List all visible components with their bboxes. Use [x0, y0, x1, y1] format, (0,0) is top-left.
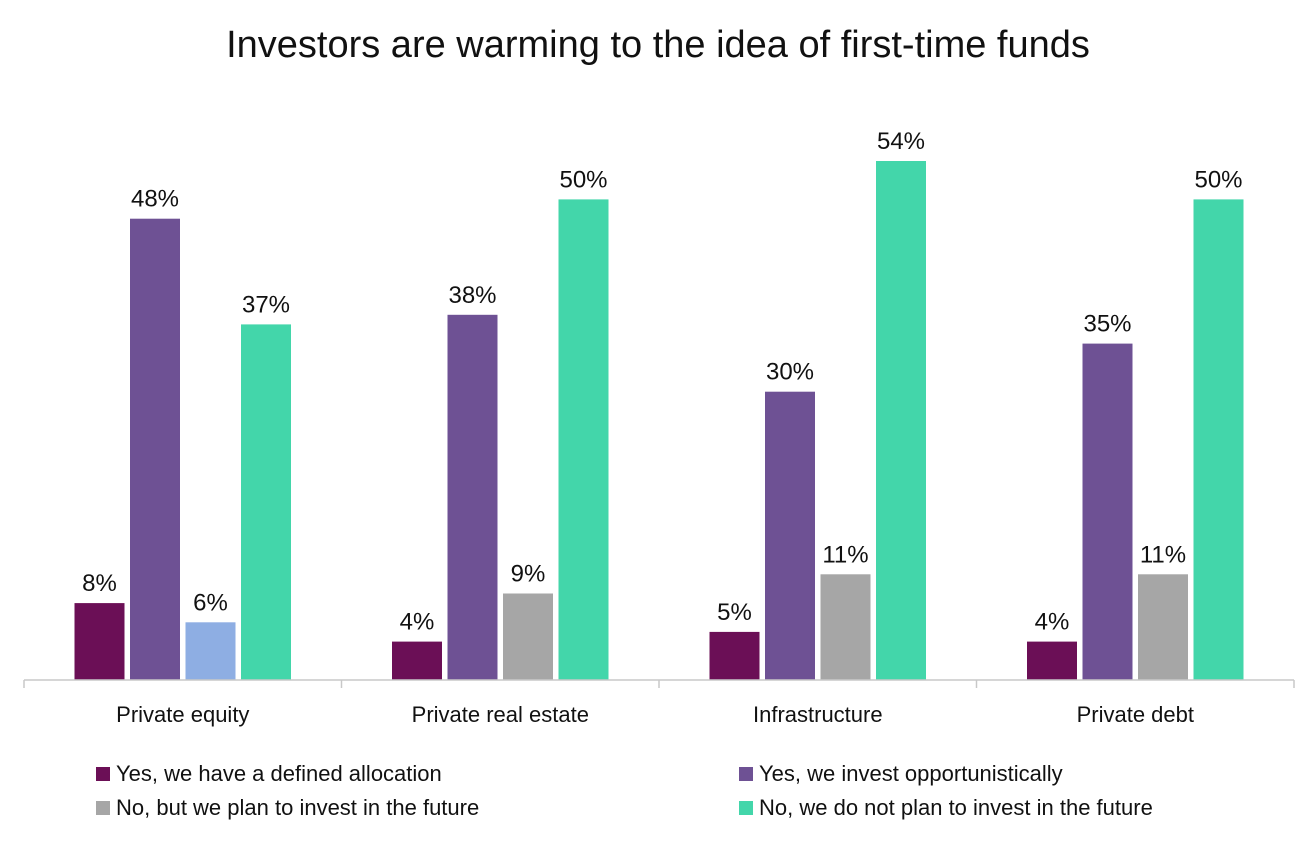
- bar-private-equity-series-4: [241, 324, 291, 680]
- bar-private-real-estate-series-4: [558, 199, 609, 680]
- bar-private-equity-series-3: [185, 622, 236, 680]
- legend: Yes, we have a defined allocation Yes, we…: [96, 758, 1296, 838]
- data-label-private-debt-series-1: 4%: [1035, 609, 1070, 636]
- legend-label-1: Yes, we have a defined allocation: [116, 761, 442, 786]
- legend-item-4: No, we do not plan to invest in the futu…: [739, 792, 1153, 824]
- bar-private-debt-series-3: [1138, 574, 1188, 680]
- legend-item-1: Yes, we have a defined allocation: [96, 758, 442, 790]
- bars-layer: [74, 161, 1244, 680]
- x-tick-label-private-equity: Private equity: [116, 702, 249, 727]
- data-label-infrastructure-series-3: 11%: [822, 541, 868, 568]
- x-tick-label-infrastructure: Infrastructure: [753, 702, 883, 727]
- bar-infrastructure-series-1: [709, 631, 760, 680]
- data-label-infrastructure-series-4: 54%: [877, 128, 925, 155]
- legend-label-2: Yes, we invest opportunistically: [759, 761, 1063, 786]
- data-label-private-real-estate-series-2: 38%: [448, 282, 496, 309]
- data-label-private-debt-series-3: 11%: [1140, 541, 1186, 568]
- bar-infrastructure-series-2: [765, 391, 815, 680]
- data-label-infrastructure-series-2: 30%: [766, 359, 814, 386]
- bar-infrastructure-series-3: [820, 574, 871, 680]
- bar-private-debt-series-2: [1082, 343, 1133, 680]
- legend-label-4: No, we do not plan to invest in the futu…: [759, 795, 1153, 820]
- bar-private-equity-series-1: [74, 603, 125, 680]
- bar-chart: Private equity Private real estate Infrast…: [23, 128, 1295, 727]
- legend-swatch-1: [96, 767, 110, 781]
- data-label-private-debt-series-4: 50%: [1194, 166, 1242, 193]
- bar-private-real-estate-series-3: [503, 593, 553, 680]
- bar-private-equity-series-2: [130, 218, 180, 680]
- chart-title: Investors are warming to the idea of fir…: [226, 24, 1090, 66]
- legend-swatch-2: [739, 767, 753, 781]
- data-labels: 8% 48% 6% 37% 4% 38% 9% 50% 5% 30% 11% 54% 4% 35% 11% 5…: [82, 128, 1242, 636]
- data-label-private-equity-series-1: 8%: [82, 570, 117, 597]
- x-tick-label-private-real-estate: Private real estate: [412, 702, 589, 727]
- bar-private-debt-series-4: [1193, 199, 1244, 680]
- bar-infrastructure-series-4: [876, 161, 926, 680]
- data-label-private-equity-series-2: 48%: [131, 186, 179, 213]
- x-axis: Private equity Private real estate Infrast…: [23, 679, 1295, 727]
- data-label-infrastructure-series-1: 5%: [717, 599, 752, 626]
- data-label-private-real-estate-series-3: 9%: [511, 561, 546, 588]
- bar-private-real-estate-series-1: [392, 641, 442, 680]
- legend-swatch-4: [739, 801, 753, 815]
- data-label-private-equity-series-4: 37%: [242, 291, 290, 318]
- legend-item-2: Yes, we invest opportunistically: [739, 758, 1063, 790]
- legend-swatch-3: [96, 801, 110, 815]
- data-label-private-real-estate-series-4: 50%: [559, 166, 607, 193]
- data-label-private-real-estate-series-1: 4%: [400, 609, 435, 636]
- data-label-private-debt-series-2: 35%: [1083, 311, 1131, 338]
- x-tick-label-private-debt: Private debt: [1077, 702, 1194, 727]
- bar-private-real-estate-series-2: [447, 314, 498, 680]
- legend-label-3: No, but we plan to invest in the future: [116, 795, 480, 820]
- legend-item-3: No, but we plan to invest in the future: [96, 792, 479, 824]
- data-label-private-equity-series-3: 6%: [193, 589, 228, 616]
- bar-private-debt-series-1: [1027, 641, 1077, 680]
